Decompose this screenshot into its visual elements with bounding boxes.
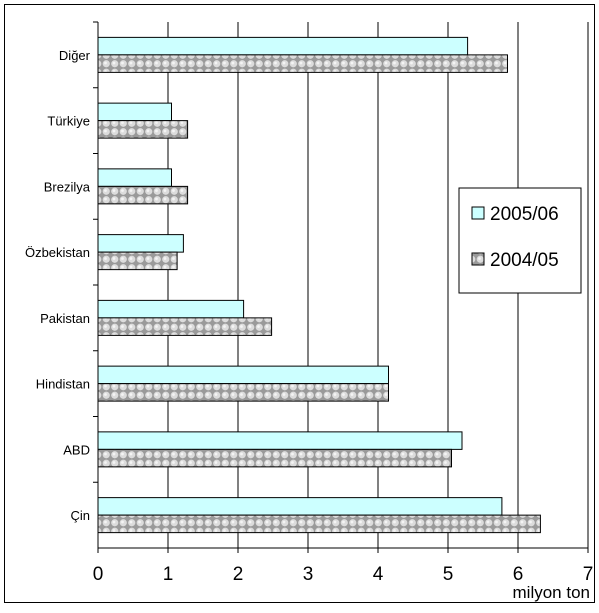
bar-2005-06: [97, 431, 463, 450]
x-tick-label: 2: [233, 564, 244, 585]
bar-2004-05: [97, 317, 273, 336]
legend-entry-2005-06: 2005/06: [490, 204, 559, 225]
x-tick-label: 4: [373, 564, 384, 585]
category-label: Özbekistan: [25, 245, 90, 260]
legend-box: [458, 187, 582, 294]
bar-2004-05: [97, 514, 541, 534]
legend-entry-2005-06-swatch: [471, 206, 485, 220]
x-tick-label: 7: [583, 564, 594, 585]
legend-entry-2004-05: 2004/05: [490, 250, 559, 271]
bar-2004-05: [97, 120, 189, 139]
legend-entry-2004-05-swatch: [471, 252, 485, 266]
bar-2005-06: [97, 168, 172, 187]
category-label: Hindistan: [36, 377, 90, 392]
x-tick-label: 5: [443, 564, 454, 585]
category-label: Diğer: [59, 48, 91, 63]
bar-2005-06: [97, 497, 503, 516]
x-tick-label: 1: [163, 564, 174, 585]
x-tick-label: 3: [303, 564, 314, 585]
bar-2004-05: [97, 383, 389, 402]
axes: Diğer Türkiye Brezilya Özbekistan Pakistan Hi…: [25, 21, 594, 602]
bar-2005-06: [97, 299, 245, 319]
bar-2004-05: [97, 251, 178, 271]
x-tick-label: 6: [513, 564, 524, 585]
category-label: Brezilya: [44, 179, 91, 194]
bar-2005-06: [97, 365, 389, 385]
bar-2004-05: [97, 448, 452, 468]
bar-2005-06: [97, 36, 469, 56]
legend: 2005/06 2004/05: [458, 187, 582, 294]
bar-2005-06: [97, 234, 184, 253]
category-label: ABD: [63, 442, 90, 457]
category-label: Pakistan: [40, 311, 90, 326]
x-tick-label: 0: [93, 564, 104, 585]
bars: [97, 36, 541, 534]
category-label: Çin: [70, 508, 90, 523]
category-label: Türkiye: [47, 114, 90, 129]
bar-2005-06: [97, 102, 172, 122]
bar-2004-05: [97, 185, 189, 205]
x-axis-title: milyon ton: [513, 583, 590, 602]
bar-2004-05: [97, 54, 508, 73]
